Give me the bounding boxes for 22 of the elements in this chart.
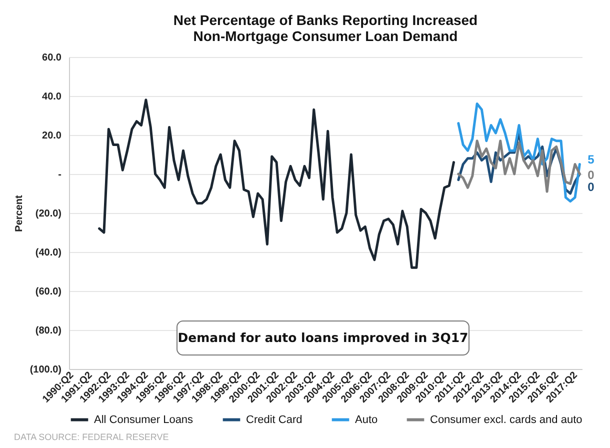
y-axis-title: Percent [14, 194, 25, 232]
line-series [457, 102, 581, 203]
legend-label: Credit Card [246, 414, 302, 426]
data-label: 0 [588, 168, 595, 182]
line-series [457, 140, 581, 193]
source-note: DATA SOURCE: FEDERAL RESERVE [14, 432, 169, 442]
y-tick-label: 60.0 [42, 52, 62, 64]
annotation: Demand for auto loans improved in 3Q17 [178, 330, 468, 345]
y-tick-label: (40.0) [35, 248, 62, 258]
y-tick-label: 40.0 [42, 92, 62, 102]
y-tick-label: (60.0) [35, 286, 62, 298]
y-tick-label: (20.0) [35, 208, 62, 220]
legend-label: All Consumer Loans [94, 414, 194, 426]
data-label: 5 [588, 152, 595, 166]
line-series [98, 98, 455, 269]
legend-label: Consumer excl. cards and auto [430, 414, 582, 426]
chart-title: Net Percentage of Banks Reporting Increased Non-Mortgage Consumer Loan Demand [173, 12, 478, 44]
y-tick-label: (80.0) [35, 326, 62, 336]
y-tick-label: - [58, 170, 62, 180]
legend-label: Auto [355, 414, 378, 426]
data-label: 0 [588, 180, 595, 194]
y-tick-label: 20.0 [42, 130, 62, 142]
